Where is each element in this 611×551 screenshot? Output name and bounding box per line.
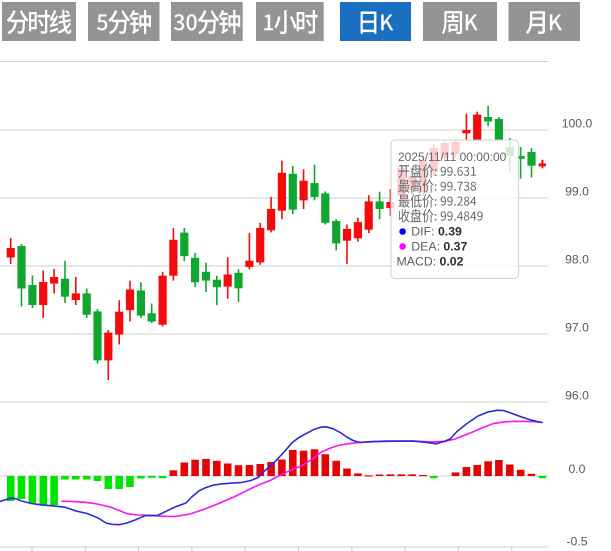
svg-text:DEA: 0.37: DEA: 0.37 [411,240,467,254]
svg-text:DIF: 0.39: DIF: 0.39 [411,225,462,239]
svg-text:100.0: 100.0 [562,117,593,131]
svg-text:MACD: 0.02: MACD: 0.02 [397,254,464,268]
svg-text:99.0: 99.0 [565,185,589,199]
svg-text:0.0: 0.0 [569,462,586,476]
svg-text:97.0: 97.0 [565,321,589,335]
svg-text:2025/11/11 00:00:00: 2025/11/11 00:00:00 [398,150,507,164]
svg-text:98.0: 98.0 [565,253,589,267]
svg-text:-0.5: -0.5 [566,535,587,549]
svg-text:96.0: 96.0 [565,389,589,403]
